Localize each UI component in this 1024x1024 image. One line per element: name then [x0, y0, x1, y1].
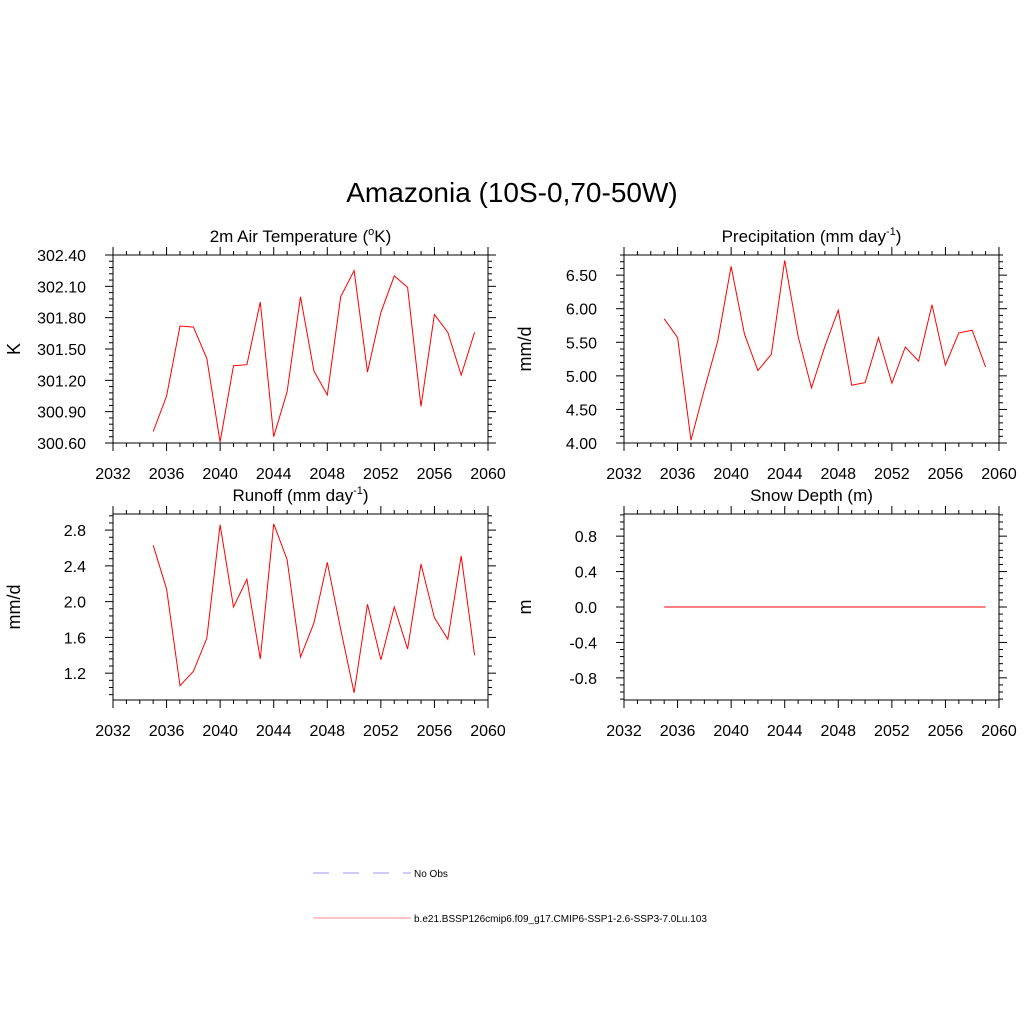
- x-tick-label: 2060: [981, 466, 1017, 483]
- x-tick-label: 2032: [95, 466, 131, 483]
- x-tick-label: 2056: [928, 466, 964, 483]
- legend: No Obs b.e21.BSSP126cmip6.f09_g17.CMIP6-…: [313, 869, 707, 925]
- chart-runoff: 2032 2036 2040 2044 2048 2052 2056 2060 1.2 1.6 2.…: [4, 485, 506, 740]
- x-tick-label: 2052: [874, 723, 910, 740]
- y-tick-label: 300.60: [37, 436, 86, 453]
- series-line: [152, 523, 476, 693]
- y-tick-label: 4.50: [566, 402, 597, 419]
- y-tick-label: 0.0: [575, 600, 597, 617]
- x-tick-label: 2052: [363, 466, 399, 483]
- plot-frame: [112, 254, 489, 444]
- x-tick-label: 2060: [470, 723, 506, 740]
- y-tick-label: 302.10: [37, 279, 86, 296]
- series-line: [663, 260, 987, 441]
- y-tick-label: 5.50: [566, 335, 597, 352]
- y-tick-label: -0.4: [569, 635, 597, 652]
- x-tick-label: 2032: [606, 466, 642, 483]
- y-tick-label: 6.50: [566, 268, 597, 285]
- x-tick-label: 2036: [660, 723, 696, 740]
- y-tick-label: -0.8: [569, 671, 597, 688]
- legend-obs-label: No Obs: [414, 869, 448, 880]
- chart-snow-depth: 2032 2036 2040 2044 2048 2052 2056 2060 -0.8 -0.4…: [515, 486, 1017, 740]
- y-tick-label: 0.8: [575, 529, 597, 546]
- chart-panels: 2032 2036 2040 2044 2048 2052 2056 2060 300.60 30…: [4, 226, 1017, 740]
- panel-title: 2m Air Temperature (oK): [210, 226, 392, 246]
- y-tick-label: 302.40: [37, 248, 86, 265]
- x-tick-label: 2060: [470, 466, 506, 483]
- x-tick-label: 2040: [202, 723, 238, 740]
- x-tick-label: 2044: [767, 466, 803, 483]
- y-tick-label: 4.00: [566, 436, 597, 453]
- x-tick-label: 2052: [363, 723, 399, 740]
- legend-model-label: b.e21.BSSP126cmip6.f09_g17.CMIP6-SSP1-2.…: [414, 914, 707, 925]
- y-tick-label: 301.80: [37, 311, 86, 328]
- plot-frame: [623, 254, 1000, 444]
- chart-precipitation: 2032 2036 2040 2044 2048 2052 2056 2060 4.00 4.50…: [515, 226, 1017, 483]
- x-tick-label: 2032: [95, 723, 131, 740]
- y-axis-label: m: [515, 600, 535, 615]
- x-tick-label: 2044: [256, 466, 292, 483]
- y-tick-label: 301.20: [37, 373, 86, 390]
- x-tick-label: 2056: [928, 723, 964, 740]
- x-tick-label: 2056: [417, 466, 453, 483]
- y-tick-label: 6.00: [566, 302, 597, 319]
- y-tick-label: 0.4: [575, 565, 597, 582]
- x-tick-label: 2048: [309, 466, 345, 483]
- x-tick-label: 2056: [417, 723, 453, 740]
- y-axis-label: K: [4, 343, 24, 355]
- y-axis-label: mm/d: [4, 585, 24, 630]
- x-tick-label: 2044: [256, 723, 292, 740]
- y-tick-label: 5.00: [566, 369, 597, 386]
- x-tick-label: 2040: [713, 466, 749, 483]
- panel-title: Runoff (mm day-1): [232, 485, 368, 505]
- x-tick-label: 2060: [981, 723, 1017, 740]
- series-line: [152, 269, 476, 443]
- x-tick-label: 2036: [149, 466, 185, 483]
- x-tick-label: 2036: [660, 466, 696, 483]
- chart-temperature: 2032 2036 2040 2044 2048 2052 2056 2060 300.60 30…: [4, 226, 506, 483]
- x-tick-label: 2048: [309, 723, 345, 740]
- y-tick-label: 2.0: [64, 595, 86, 612]
- y-tick-label: 301.50: [37, 342, 86, 359]
- panel-title: Precipitation (mm day-1): [722, 226, 902, 246]
- y-axis-label: mm/d: [515, 327, 535, 372]
- panel-title: Snow Depth (m): [750, 486, 873, 505]
- x-tick-label: 2032: [606, 723, 642, 740]
- x-tick-label: 2048: [820, 466, 856, 483]
- x-tick-label: 2036: [149, 723, 185, 740]
- y-tick-label: 2.8: [64, 523, 86, 540]
- y-tick-label: 2.4: [64, 559, 86, 576]
- x-tick-label: 2040: [202, 466, 238, 483]
- x-tick-label: 2044: [767, 723, 803, 740]
- y-tick-label: 300.90: [37, 405, 86, 422]
- x-tick-label: 2048: [820, 723, 856, 740]
- y-tick-label: 1.6: [64, 630, 86, 647]
- x-tick-label: 2052: [874, 466, 910, 483]
- x-tick-label: 2040: [713, 723, 749, 740]
- main-title: Amazonia (10S-0,70-50W): [346, 177, 677, 208]
- y-tick-label: 1.2: [64, 666, 86, 683]
